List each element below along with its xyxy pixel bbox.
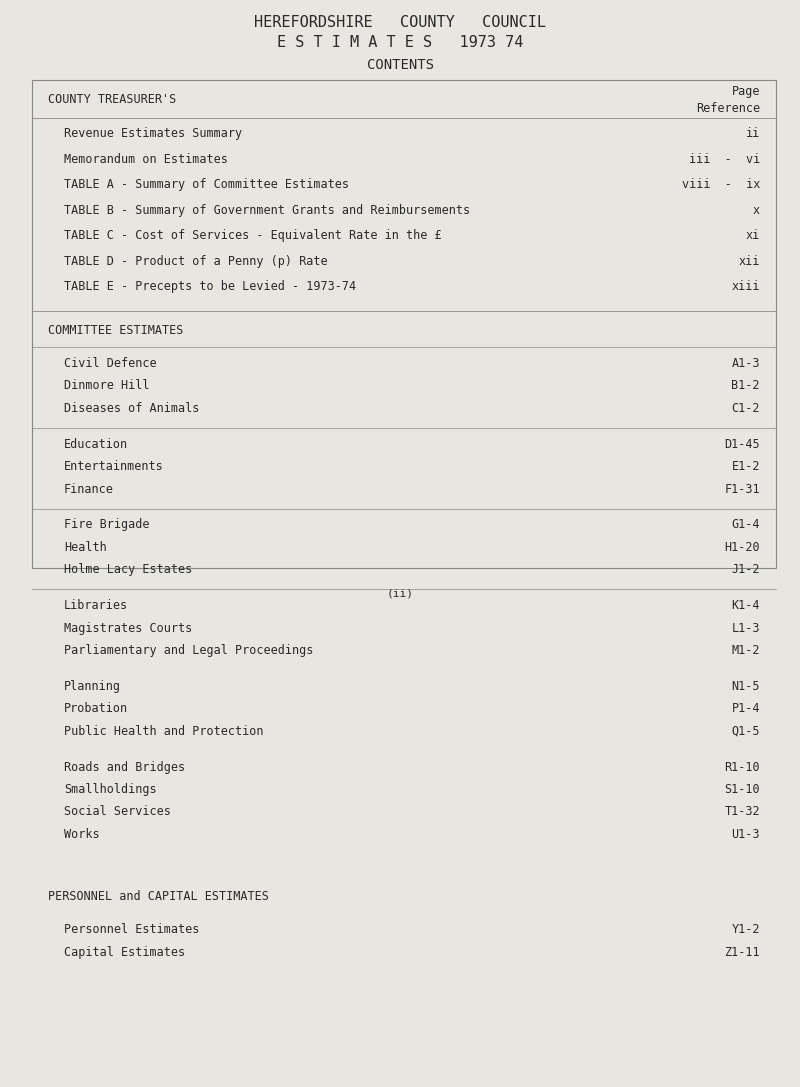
- Text: TABLE B - Summary of Government Grants and Reimbursements: TABLE B - Summary of Government Grants a…: [64, 204, 470, 217]
- Text: TABLE C - Cost of Services - Equivalent Rate in the £: TABLE C - Cost of Services - Equivalent …: [64, 229, 442, 242]
- Text: Holme Lacy Estates: Holme Lacy Estates: [64, 563, 192, 576]
- Text: Diseases of Animals: Diseases of Animals: [64, 402, 199, 415]
- Text: E1-2: E1-2: [731, 460, 760, 473]
- Text: J1-2: J1-2: [731, 563, 760, 576]
- Text: Health: Health: [64, 541, 106, 553]
- Text: COUNTY TREASURER'S: COUNTY TREASURER'S: [48, 93, 176, 107]
- Text: Planning: Planning: [64, 679, 121, 692]
- Text: T1-32: T1-32: [724, 805, 760, 819]
- Text: Public Health and Protection: Public Health and Protection: [64, 725, 263, 738]
- Text: Capital Estimates: Capital Estimates: [64, 946, 185, 959]
- Text: L1-3: L1-3: [731, 622, 760, 635]
- Text: Z1-11: Z1-11: [724, 946, 760, 959]
- Text: Works: Works: [64, 828, 100, 841]
- Text: Parliamentary and Legal Proceedings: Parliamentary and Legal Proceedings: [64, 644, 314, 657]
- Text: Dinmore Hill: Dinmore Hill: [64, 379, 150, 392]
- Text: PERSONNEL and CAPITAL ESTIMATES: PERSONNEL and CAPITAL ESTIMATES: [48, 890, 269, 903]
- Text: viii  -  ix: viii - ix: [682, 178, 760, 191]
- Text: Magistrates Courts: Magistrates Courts: [64, 622, 192, 635]
- Text: Y1-2: Y1-2: [731, 923, 760, 936]
- Text: Civil Defence: Civil Defence: [64, 357, 157, 370]
- Text: F1-31: F1-31: [724, 483, 760, 496]
- Text: C1-2: C1-2: [731, 402, 760, 415]
- Text: Libraries: Libraries: [64, 599, 128, 612]
- Text: TABLE A - Summary of Committee Estimates: TABLE A - Summary of Committee Estimates: [64, 178, 349, 191]
- Text: M1-2: M1-2: [731, 644, 760, 657]
- Text: R1-10: R1-10: [724, 761, 760, 774]
- Text: xi: xi: [746, 229, 760, 242]
- Text: Revenue Estimates Summary: Revenue Estimates Summary: [64, 127, 242, 140]
- Text: P1-4: P1-4: [731, 702, 760, 715]
- Text: U1-3: U1-3: [731, 828, 760, 841]
- Text: Personnel Estimates: Personnel Estimates: [64, 923, 199, 936]
- Text: (ii): (ii): [386, 588, 414, 599]
- Text: K1-4: K1-4: [731, 599, 760, 612]
- Text: Fire Brigade: Fire Brigade: [64, 518, 150, 532]
- Text: E S T I M A T E S   1973 74: E S T I M A T E S 1973 74: [277, 35, 523, 50]
- Text: Q1-5: Q1-5: [731, 725, 760, 738]
- Text: TABLE D - Product of a Penny (p) Rate: TABLE D - Product of a Penny (p) Rate: [64, 255, 328, 267]
- Text: HEREFORDSHIRE   COUNTY   COUNCIL: HEREFORDSHIRE COUNTY COUNCIL: [254, 15, 546, 30]
- Text: Memorandum on Estimates: Memorandum on Estimates: [64, 153, 228, 166]
- Text: CONTENTS: CONTENTS: [366, 58, 434, 72]
- Text: S1-10: S1-10: [724, 783, 760, 796]
- Text: TABLE E - Precepts to be Levied - 1973-74: TABLE E - Precepts to be Levied - 1973-7…: [64, 280, 356, 293]
- Text: Smallholdings: Smallholdings: [64, 783, 157, 796]
- Text: Page
Reference: Page Reference: [696, 85, 760, 115]
- Text: Entertainments: Entertainments: [64, 460, 164, 473]
- Text: Education: Education: [64, 438, 128, 451]
- Text: xii: xii: [738, 255, 760, 267]
- Text: N1-5: N1-5: [731, 679, 760, 692]
- Text: xiii: xiii: [731, 280, 760, 293]
- Text: A1-3: A1-3: [731, 357, 760, 370]
- Text: Finance: Finance: [64, 483, 114, 496]
- Text: D1-45: D1-45: [724, 438, 760, 451]
- Text: Probation: Probation: [64, 702, 128, 715]
- Text: Social Services: Social Services: [64, 805, 171, 819]
- Text: x: x: [753, 204, 760, 217]
- Text: B1-2: B1-2: [731, 379, 760, 392]
- Text: ii: ii: [746, 127, 760, 140]
- Text: G1-4: G1-4: [731, 518, 760, 532]
- Text: Roads and Bridges: Roads and Bridges: [64, 761, 185, 774]
- Text: iii  -  vi: iii - vi: [689, 153, 760, 166]
- Text: H1-20: H1-20: [724, 541, 760, 553]
- Text: COMMITTEE ESTIMATES: COMMITTEE ESTIMATES: [48, 324, 183, 337]
- Bar: [32, 80, 776, 567]
